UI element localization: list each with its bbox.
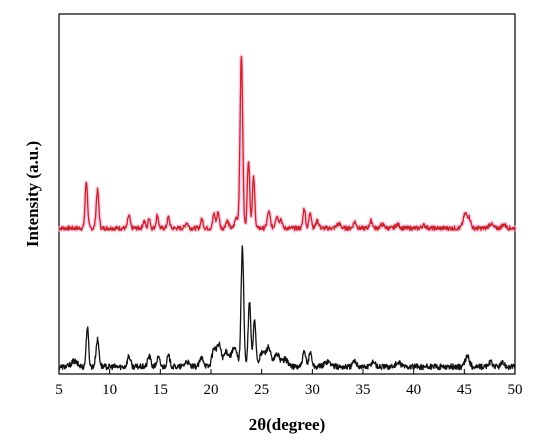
series-layer xyxy=(57,54,517,371)
x-tick-label: 20 xyxy=(204,382,219,398)
plot-frame xyxy=(58,13,516,375)
x-tick-label: 10 xyxy=(102,382,117,398)
series-1-line xyxy=(58,245,516,371)
series-0-line xyxy=(58,55,516,232)
x-axis-title: 2θ(degree) xyxy=(249,415,326,434)
x-tick-label: 25 xyxy=(254,382,269,398)
x-tick-label: 5 xyxy=(55,382,63,398)
x-tick-label: 45 xyxy=(457,382,472,398)
y-axis-title: Intensity (a.u.) xyxy=(23,141,42,247)
plot-area xyxy=(58,13,516,375)
x-tick-label: 30 xyxy=(305,382,320,398)
series-0-halo xyxy=(57,54,517,233)
x-tick-label: 50 xyxy=(508,382,523,398)
x-axis-ticks: 5 10 15 20 25 30 35 40 45 50 xyxy=(55,369,523,398)
x-tick-label: 40 xyxy=(406,382,421,398)
x-tick-label: 35 xyxy=(356,382,371,398)
x-tick-label: 15 xyxy=(153,382,168,398)
